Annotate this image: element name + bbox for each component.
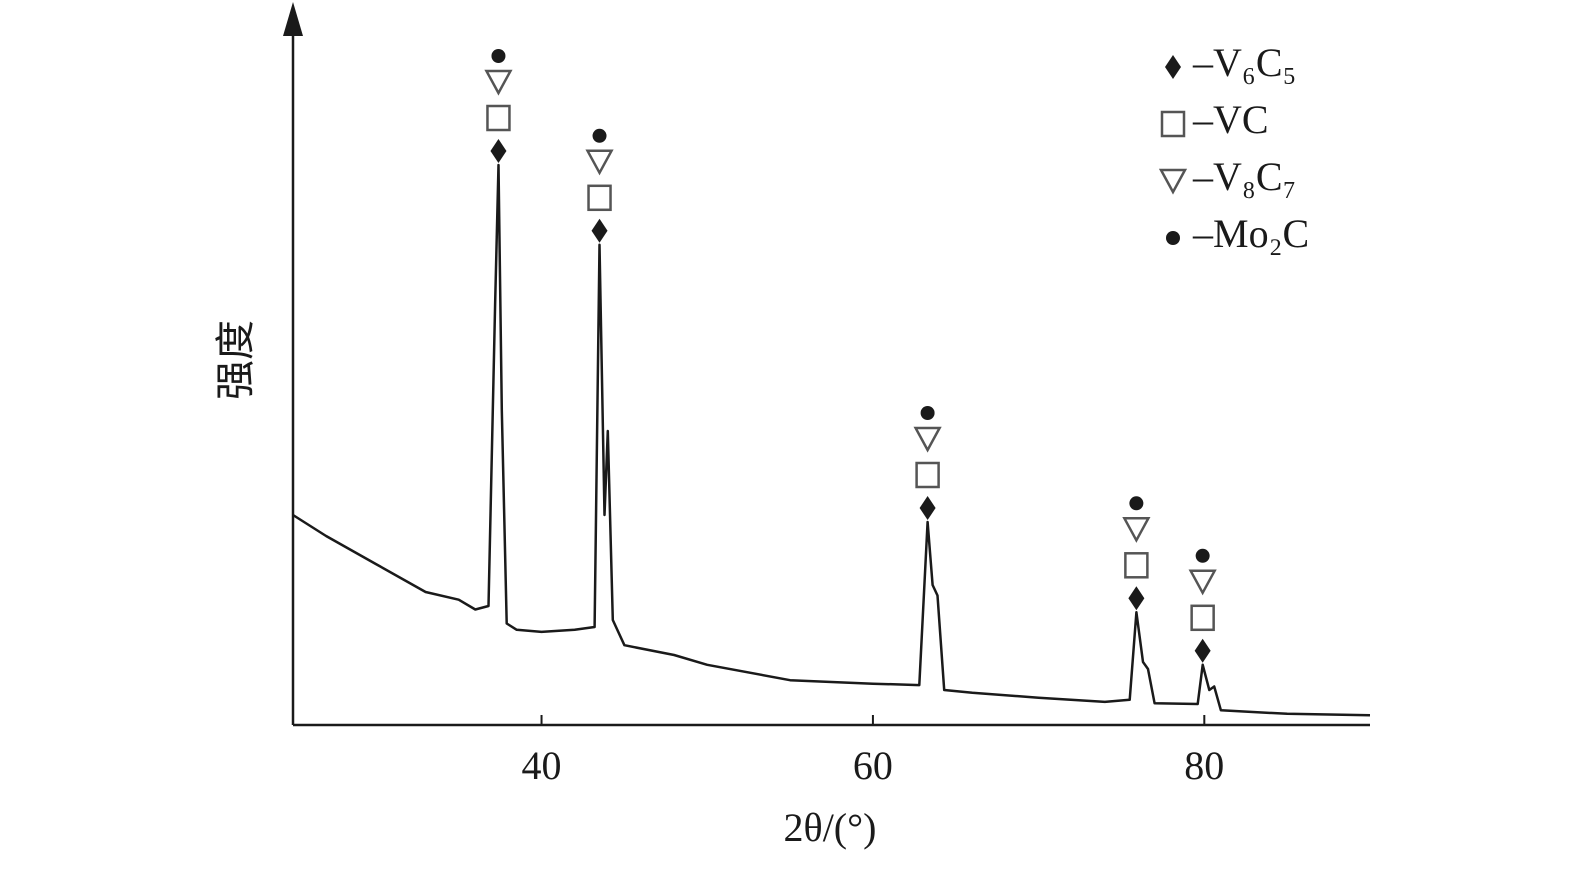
peak-phase-marker	[585, 149, 614, 176]
legend-symbol	[1165, 55, 1181, 79]
legend-label: –VC	[1192, 97, 1269, 142]
peak-phase-marker	[920, 406, 935, 420]
peak-phase-marker	[1194, 638, 1211, 663]
peak-phase-marker	[486, 104, 511, 132]
y-axis-label: 强度	[213, 320, 258, 400]
x-tick-label: 40	[522, 743, 562, 788]
y-axis-arrow	[283, 2, 303, 36]
xrd-pattern	[292, 163, 1371, 717]
peak-phase-marker	[592, 128, 607, 143]
peak-phase-marker	[587, 184, 612, 212]
peak-phase-marker	[1124, 552, 1149, 579]
peak-phase-marker	[1128, 586, 1145, 611]
x-axis-label: 2θ/(°)	[784, 805, 877, 850]
legend-symbol	[1166, 231, 1180, 245]
peak-phase-marker	[1129, 496, 1144, 511]
legend-label: –V₆C₅	[1192, 40, 1296, 85]
legend-symbol	[1160, 110, 1186, 138]
peak-phase-marker	[1190, 604, 1215, 632]
peak-phase-marker	[919, 496, 936, 520]
x-tick-label: 60	[853, 743, 893, 788]
peak-phase-marker	[484, 69, 513, 96]
peak-phase-marker	[591, 218, 608, 243]
legend-label: –V₈C₇	[1192, 154, 1296, 199]
legend-label: –Mo₂C	[1192, 211, 1309, 256]
peak-phase-marker	[1188, 569, 1217, 596]
legend-symbol	[1158, 168, 1188, 195]
x-tick-label: 80	[1184, 743, 1224, 788]
peak-phase-marker	[915, 461, 940, 489]
peak-phase-marker	[491, 49, 506, 63]
peak-phase-marker	[1122, 517, 1151, 543]
peak-phase-marker	[1195, 548, 1210, 563]
peak-phase-marker	[913, 426, 942, 453]
peak-phase-marker	[490, 139, 507, 163]
